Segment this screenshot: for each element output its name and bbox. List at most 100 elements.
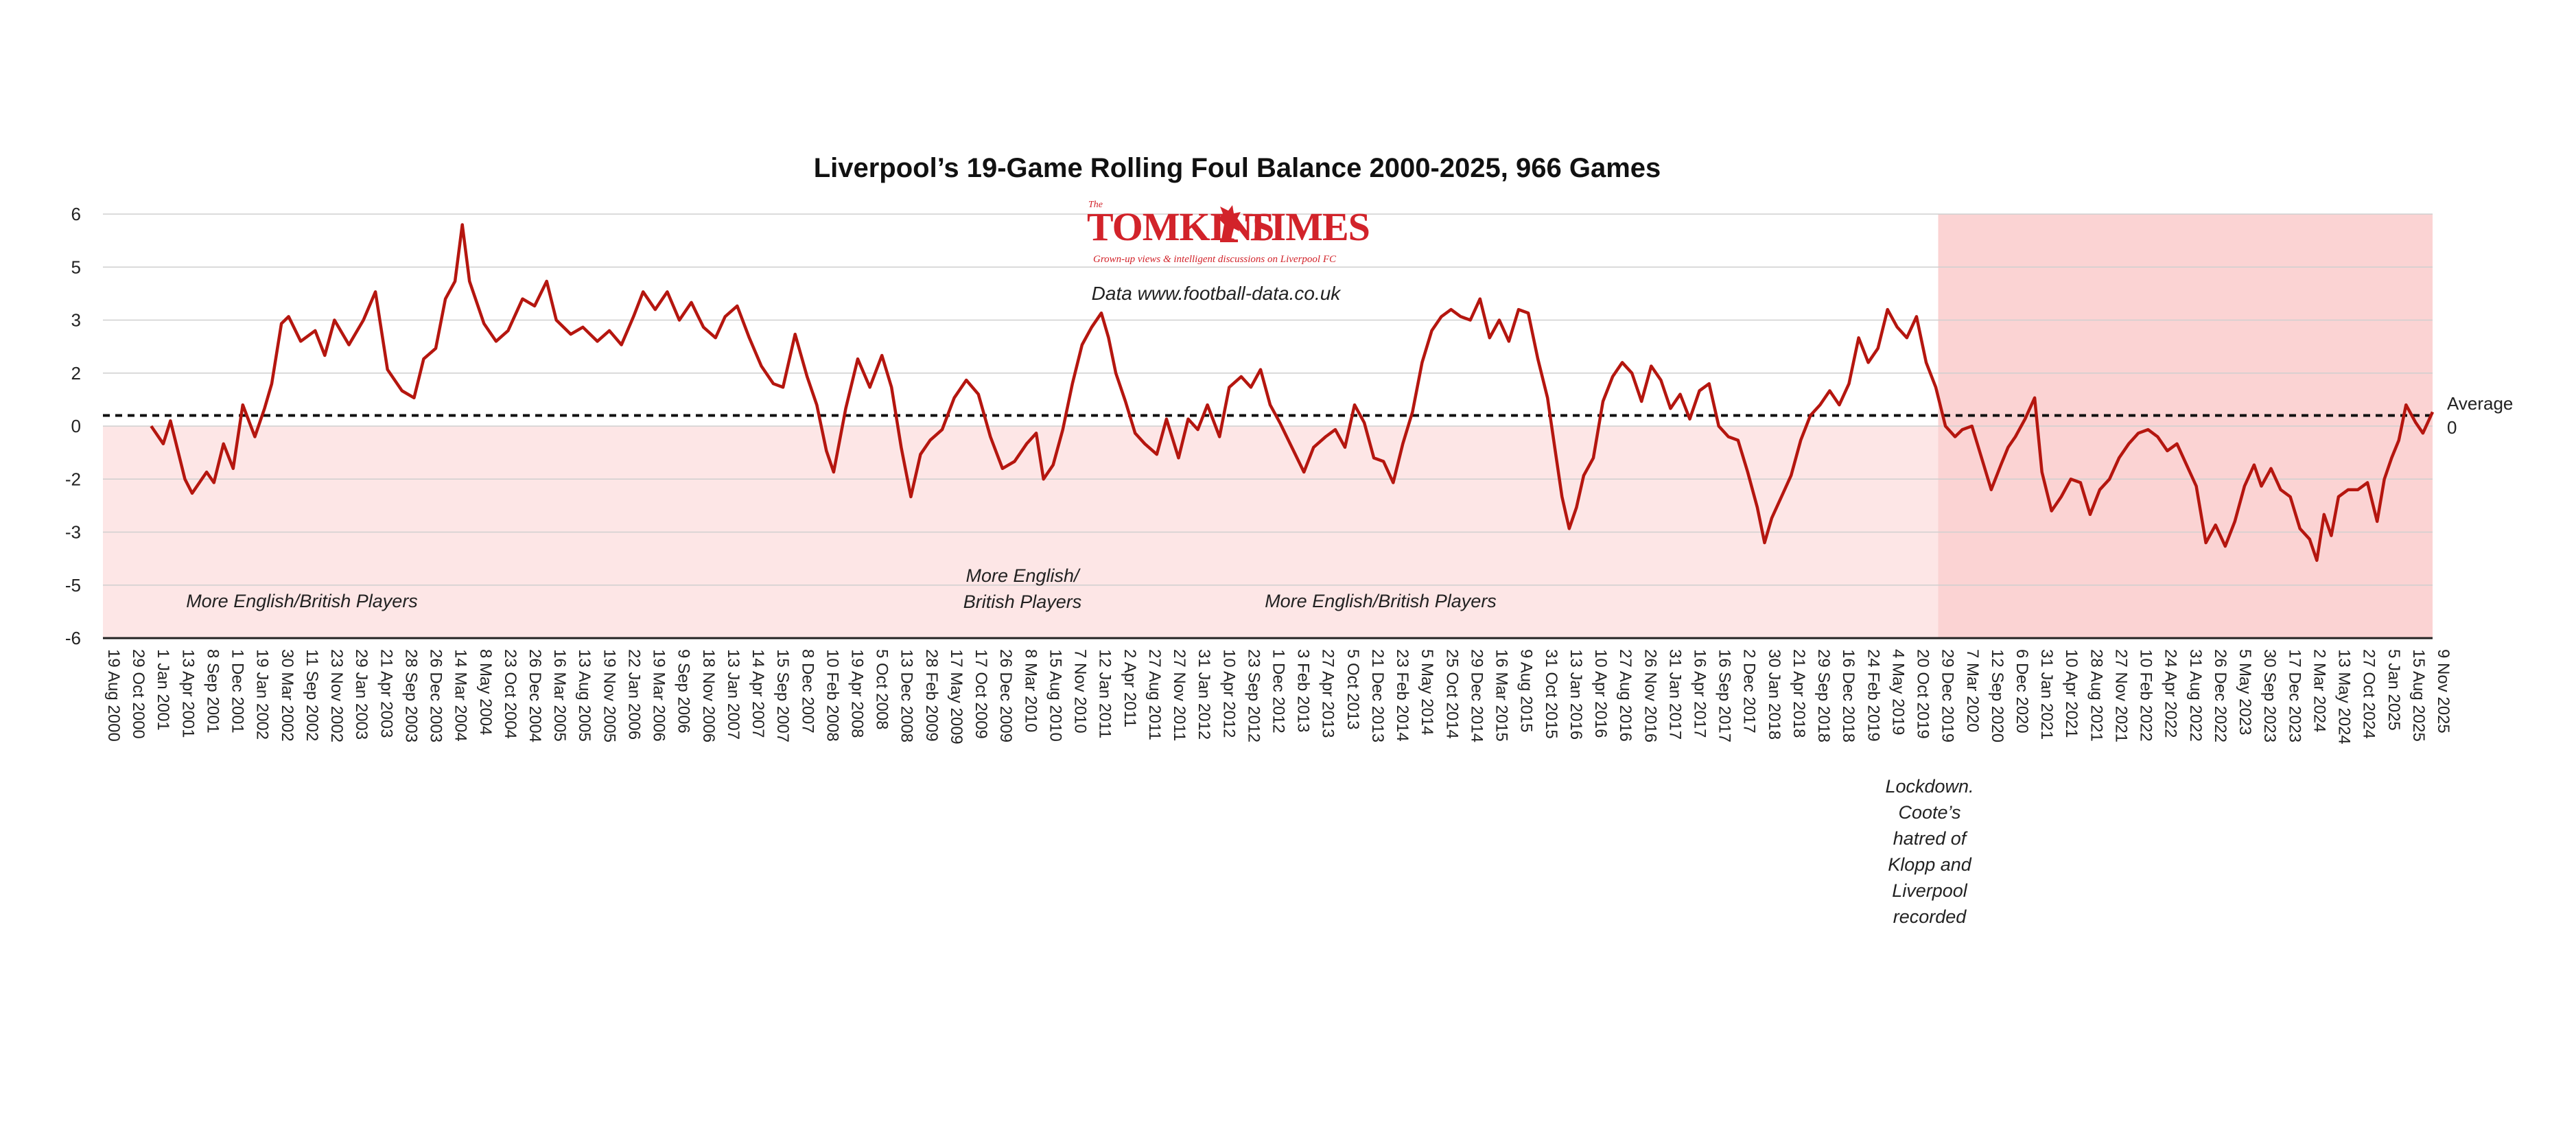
y-tick-label: -3 [65,522,81,543]
x-tick-label: 21 Dec 2013 [1368,649,1387,742]
x-tick-label: 24 Apr 2022 [2162,649,2180,738]
x-tick-label: 13 May 2024 [2335,649,2354,744]
x-tick-label: 13 Jan 2007 [724,649,742,740]
x-tick-label: 20 Oct 2019 [1914,649,1932,739]
annotation-2-line: More English/British Players [1265,591,1497,611]
x-tick-label: 19 Aug 2000 [104,649,123,742]
x-tick-label: 2 Mar 2024 [2310,649,2328,732]
x-tick-label: 27 Nov 2011 [1170,649,1189,741]
x-tick-label: 1 Jan 2001 [154,649,172,731]
x-tick-label: 31 Aug 2022 [2186,649,2205,742]
x-tick-label: 30 Jan 2018 [1765,649,1783,740]
x-tick-label: 7 Nov 2010 [1071,649,1090,733]
x-tick-label: 16 Mar 2015 [1492,649,1511,742]
x-tick-label: 17 Oct 2009 [972,649,990,739]
x-tick-label: 13 Apr 2001 [178,649,197,738]
x-tick-label: 5 May 2023 [2236,649,2254,735]
x-tick-label: 23 Feb 2014 [1393,649,1412,742]
x-tick-label: 29 Jan 2003 [352,649,371,740]
x-tick-label: 10 Feb 2008 [823,649,841,742]
annotation-3-line: recorded [1893,906,1967,927]
annotation-3-line: Lockdown. [1885,776,1974,797]
x-tick-label: 28 Aug 2021 [2087,649,2105,742]
y-axis-ticks: 6 5 3 2 0 -2 -3 -5 -6 [65,204,81,648]
chart-title: Liverpool’s 19-Game Rolling Foul Balance… [814,153,1661,183]
x-tick-label: 23 Oct 2004 [501,649,519,739]
x-tick-label: 21 Apr 2018 [1790,649,1808,738]
x-tick-label: 8 Mar 2010 [1021,649,1040,732]
x-tick-label: 2 Apr 2011 [1121,649,1139,727]
x-tick-label: 16 Apr 2017 [1690,649,1709,738]
x-tick-label: 5 Oct 2013 [1344,649,1362,729]
x-tick-label: 29 Sep 2018 [1814,649,1833,742]
x-tick-label: 8 Dec 2007 [798,649,817,733]
x-tick-label: 30 Sep 2023 [2260,649,2279,742]
x-tick-label: 28 Sep 2003 [401,649,420,742]
x-tick-label: 17 Dec 2023 [2285,649,2304,742]
x-tick-label: 16 Sep 2017 [1716,649,1734,742]
logo-tagline: Grown-up views & intelligent discussions… [1093,254,1337,265]
x-tick-label: 14 Mar 2004 [452,649,470,742]
x-tick-label: 27 Nov 2021 [2111,649,2130,742]
x-tick-label: 29 Oct 2000 [129,649,148,739]
y-tick-label: 0 [71,416,81,436]
x-tick-label: 31 Jan 2012 [1195,649,1213,740]
x-tick-label: 23 Nov 2002 [327,649,346,742]
x-tick-label: 2 Dec 2017 [1740,649,1759,733]
x-tick-label: 29 Dec 2019 [1939,649,1957,742]
x-tick-label: 1 Dec 2012 [1269,649,1288,733]
x-tick-label: 1 Dec 2001 [229,649,247,733]
x-tick-label: 25 Oct 2014 [1442,649,1461,739]
x-tick-label: 29 Dec 2014 [1467,649,1486,742]
x-tick-label: 12 Sep 2020 [1988,649,2006,742]
x-tick-label: 31 Oct 2015 [1542,649,1560,739]
x-tick-label: 19 Apr 2008 [848,649,867,738]
x-tick-label: 9 Aug 2015 [1517,649,1536,732]
y-tick-label: -6 [65,628,81,648]
x-tick-label: 5 May 2014 [1418,649,1436,735]
x-tick-label: 31 Jan 2017 [1665,649,1684,740]
series-group [150,223,2435,562]
x-tick-label: 16 Dec 2018 [1839,649,1858,742]
gridlines [103,213,2433,639]
x-tick-label: 27 Oct 2024 [2360,649,2378,739]
y-tick-label: 2 [71,363,81,384]
annotation-3-line: hatred of [1893,828,1968,849]
x-tick-label: 26 Dec 2022 [2211,649,2229,742]
logo-the-text: The [1088,200,1103,210]
x-tick-label: 10 Feb 2022 [2137,649,2155,742]
x-tick-label: 8 Sep 2001 [203,649,222,733]
annotations: More English/British Players More English… [186,565,1974,927]
x-tick-label: 26 Dec 2004 [526,649,544,742]
x-tick-label: 30 Mar 2002 [278,649,296,742]
x-tick-label: 10 Apr 2016 [1591,649,1610,738]
annotation-0-line: More English/British Players [186,591,418,611]
x-tick-label: 13 Dec 2008 [898,649,916,742]
logo-left-text: TOMKINS [1087,204,1274,249]
data-source: Data www.football-data.co.uk [1092,283,1342,304]
x-tick-label: 13 Aug 2005 [575,649,594,742]
x-tick-label: 22 Jan 2006 [624,649,643,740]
x-tick-label: 13 Jan 2016 [1567,649,1585,740]
x-tick-label: 27 Aug 2011 [1145,649,1164,740]
series-line-0 [150,223,2435,562]
tomkins-times-logo: The TOMKINS TIMES Grown-up views & intel… [1087,200,1370,265]
x-tick-label: 14 Apr 2007 [749,649,767,738]
x-tick-label: 26 Dec 2003 [427,649,445,742]
x-tick-label: 21 Apr 2003 [377,649,395,738]
x-tick-label: 15 Aug 2025 [2409,649,2428,742]
y-tick-label: 6 [71,204,81,224]
logo-right-text: TIMES [1245,204,1370,249]
x-tick-label: 4 May 2019 [1888,649,1907,735]
x-tick-label: 19 Jan 2002 [253,649,272,740]
liver-bird-icon [1219,205,1241,242]
y-tick-label: 3 [71,310,81,331]
x-tick-label: 19 Mar 2006 [650,649,668,742]
annotation-3-line: Klopp and [1888,854,1972,875]
y-tick-label: 5 [71,257,81,277]
annotation-1-line: British Players [963,591,1082,612]
x-tick-label: 6 Dec 2020 [2013,649,2031,733]
x-tick-label: 7 Mar 2020 [1963,649,1982,732]
average-label-line1: Average [2447,393,2513,414]
x-tick-label: 26 Dec 2009 [996,649,1015,742]
